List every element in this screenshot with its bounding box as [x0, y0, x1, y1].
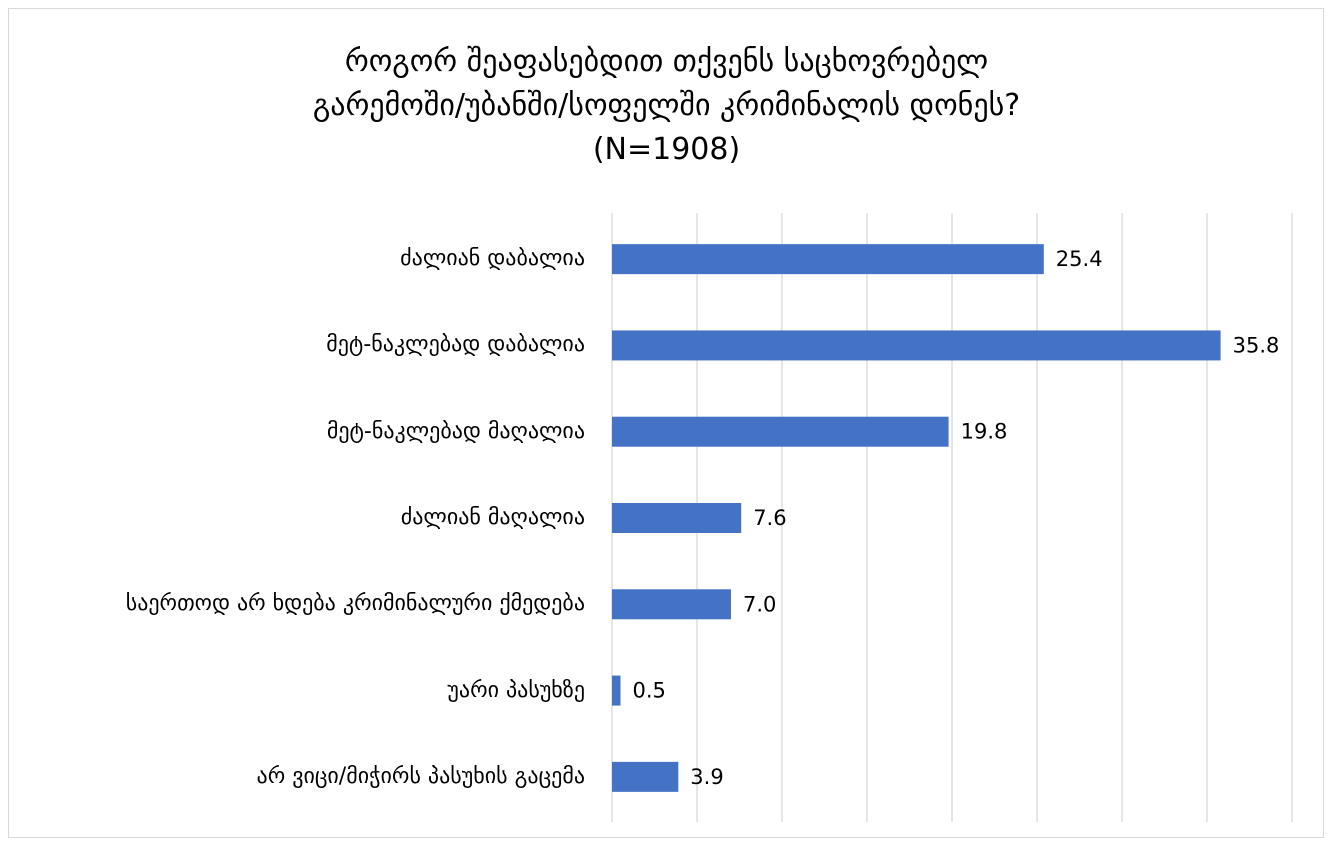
bar — [612, 416, 949, 447]
value-label: 0.5 — [633, 679, 666, 703]
value-label: 3.9 — [690, 765, 723, 789]
value-label: 25.4 — [1056, 247, 1103, 271]
category-label: არ ვიცი/მიჭირს პასუხის გაცემა — [256, 763, 585, 789]
category-label: ძალიან დაბალია — [400, 246, 585, 272]
value-label: 7.6 — [753, 506, 786, 530]
bar — [612, 675, 621, 706]
bar — [612, 330, 1221, 361]
category-label: მეტ-ნაკლებად დაბალია — [326, 332, 585, 358]
value-label: 35.8 — [1233, 333, 1280, 357]
bar — [612, 244, 1044, 275]
category-label: მეტ-ნაკლებად მაღალია — [326, 418, 585, 444]
chart-title: (N=1908) — [592, 132, 741, 167]
bar — [612, 589, 731, 620]
chart-title: გარემოში/უბანში/სოფელში კრიმინალის დონეს… — [312, 88, 1021, 123]
value-label: 19.8 — [961, 420, 1008, 444]
bar — [612, 503, 742, 533]
chart-title: როგორ შეაფასებდით თქვენს საცხოვრებელ — [344, 44, 989, 79]
chart-frame — [8, 8, 1324, 838]
category-label: უარი პასუხზე — [447, 677, 585, 703]
bar — [612, 761, 679, 792]
value-label: 7.0 — [743, 592, 776, 616]
category-label: ძალიან მაღალია — [400, 505, 585, 530]
category-label: საერთოდ არ ხდება კრიმინალური ქმედება — [125, 591, 585, 617]
